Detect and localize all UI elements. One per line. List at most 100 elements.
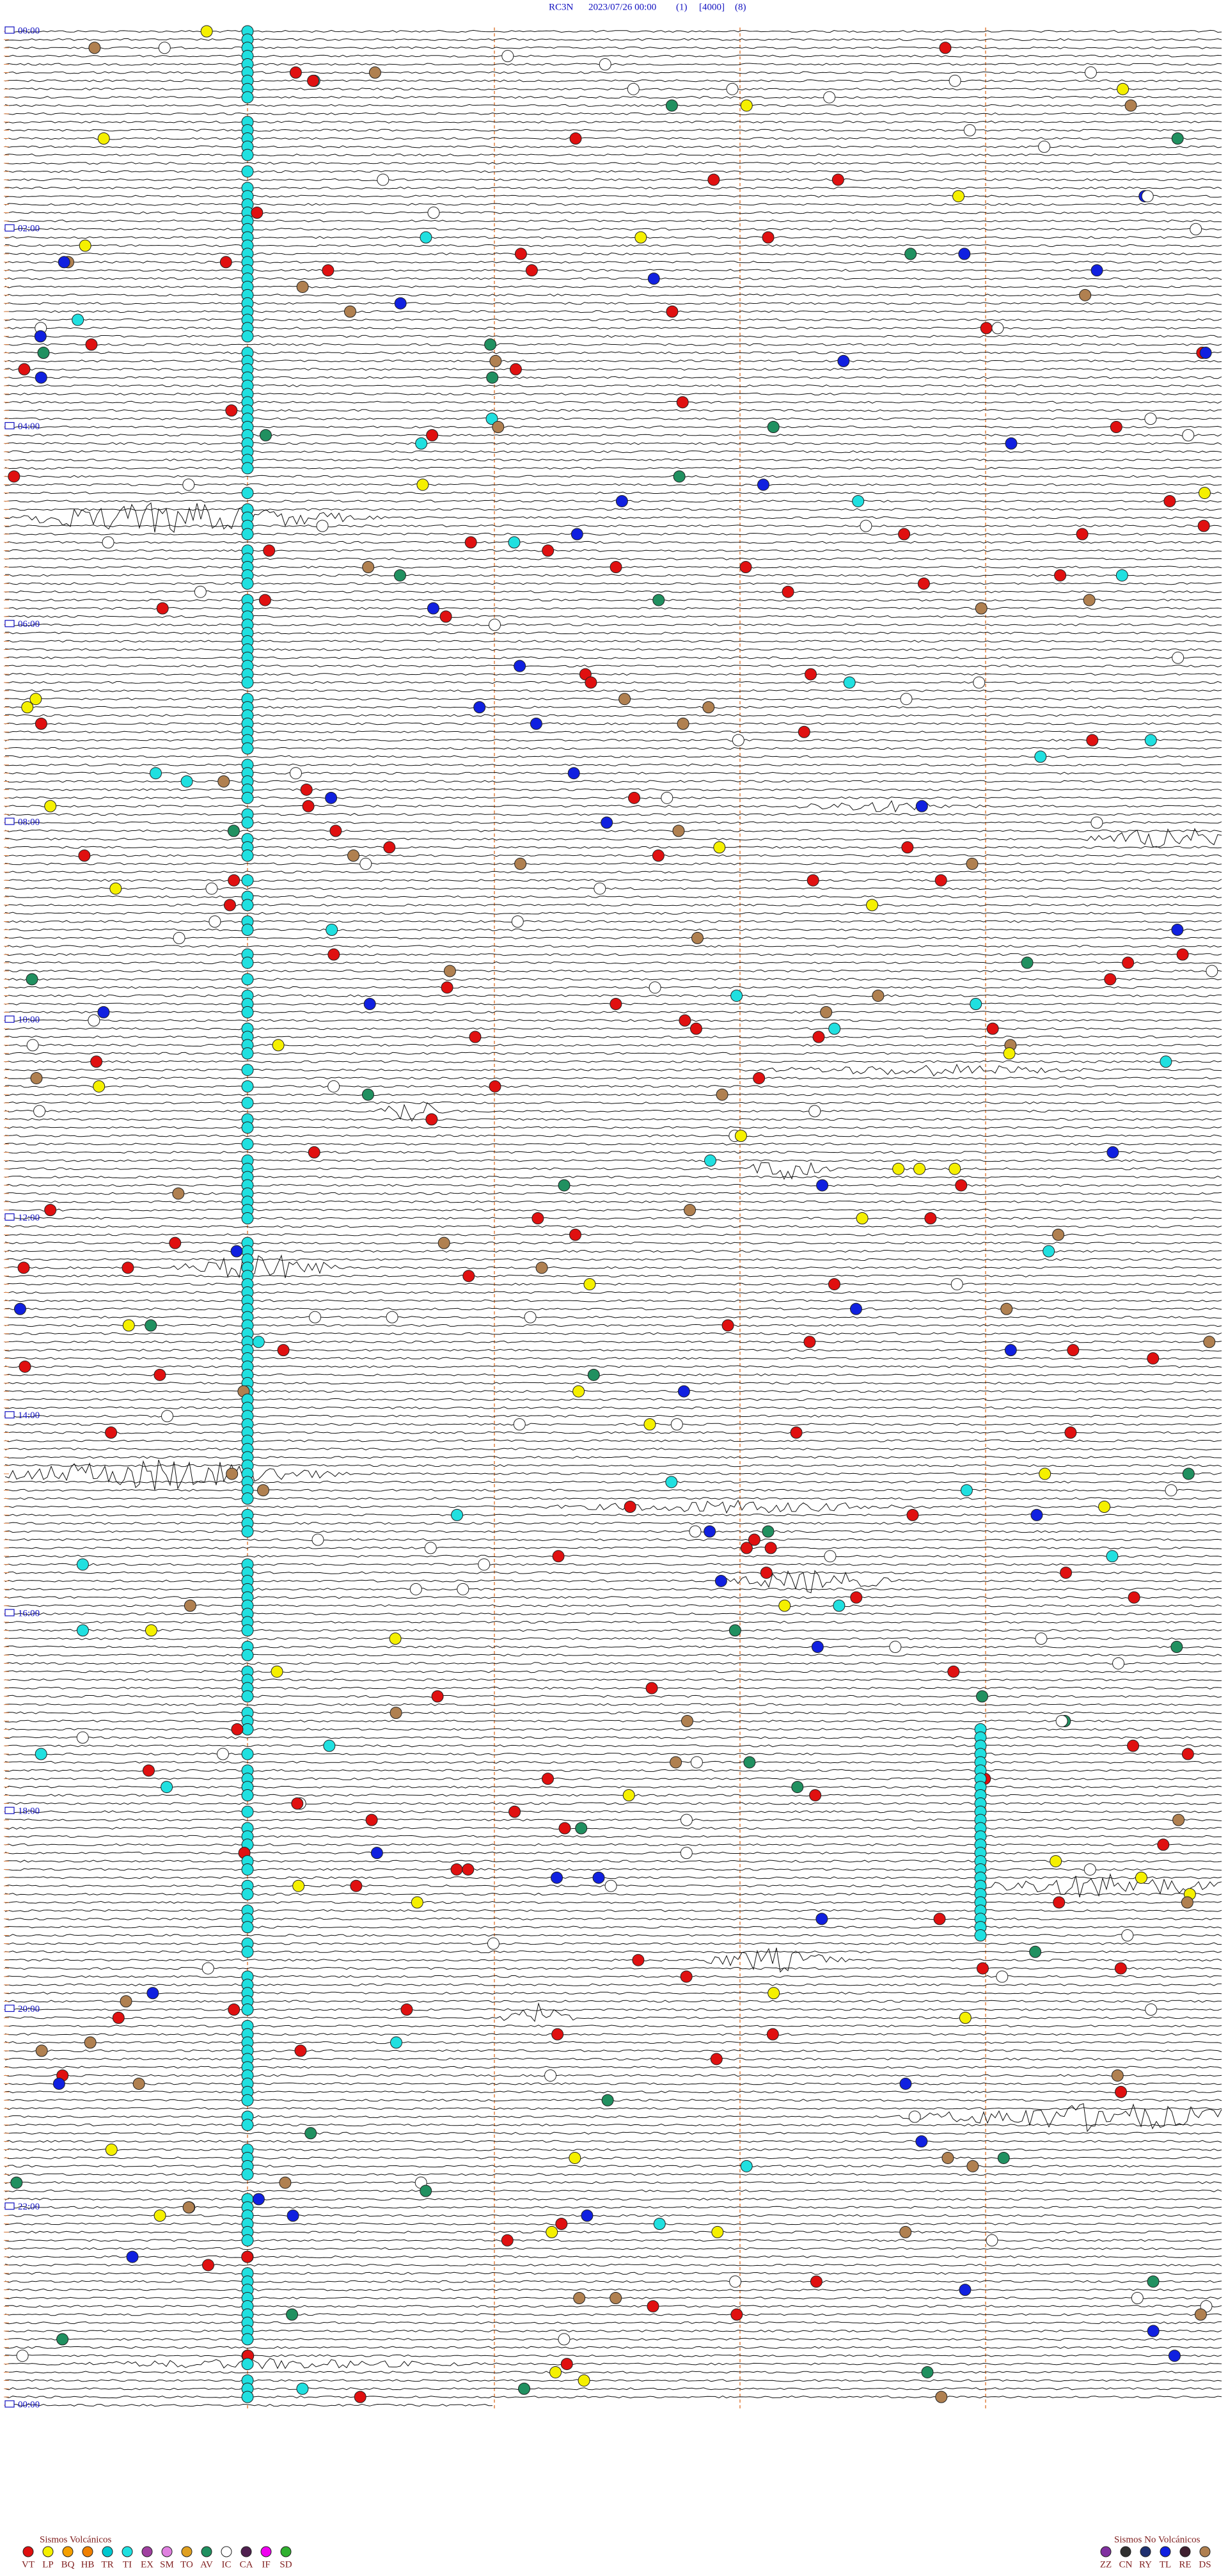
event-marker	[241, 1492, 254, 1505]
trace	[4, 1670, 1222, 1673]
trace	[4, 294, 1222, 297]
trace	[5, 706, 1222, 709]
trace	[4, 1570, 1222, 1593]
event-marker	[704, 1525, 716, 1538]
event-marker	[354, 2390, 366, 2403]
trace	[4, 1159, 1222, 1162]
event-marker	[1172, 1813, 1185, 1826]
event-marker	[767, 421, 780, 433]
trace	[4, 1085, 1222, 1088]
trace	[4, 912, 1222, 915]
event-marker	[241, 924, 254, 936]
event-marker	[729, 2275, 742, 2288]
trace	[4, 269, 1222, 272]
event-marker	[88, 42, 101, 54]
event-marker	[949, 74, 961, 87]
event-marker	[535, 1261, 548, 1274]
event-marker	[228, 874, 240, 887]
trace	[5, 755, 1222, 759]
trace	[4, 1480, 1222, 1483]
trace	[4, 1102, 1222, 1122]
event-marker	[35, 1748, 47, 1760]
event-marker	[97, 1006, 110, 1018]
event-marker	[508, 1805, 521, 1818]
event-marker	[583, 1278, 596, 1291]
event-marker	[1079, 288, 1092, 301]
trace	[4, 335, 1222, 338]
trace	[4, 475, 1222, 478]
trace	[4, 112, 1222, 115]
event-marker	[443, 965, 456, 977]
event-marker	[947, 1665, 960, 1678]
event-marker	[601, 816, 613, 829]
event-marker	[966, 857, 979, 870]
trace	[4, 1752, 1222, 1756]
event-marker	[739, 561, 752, 574]
event-marker	[514, 248, 527, 260]
event-marker	[594, 882, 606, 895]
event-marker	[941, 2151, 954, 2164]
event-marker	[241, 91, 254, 104]
time-label: 10:00	[18, 1015, 40, 1025]
event-marker	[420, 231, 432, 244]
trace	[4, 1909, 1222, 1913]
trace	[4, 1093, 1222, 1096]
trace	[4, 1183, 1222, 1187]
event-marker	[450, 1863, 463, 1876]
event-marker	[672, 825, 685, 837]
event-marker	[514, 857, 527, 870]
event-marker	[525, 264, 538, 277]
event-marker	[860, 519, 872, 532]
event-marker	[1050, 1855, 1062, 1868]
event-marker	[542, 1773, 555, 1785]
trace	[4, 738, 1222, 742]
event-marker	[241, 2234, 254, 2247]
trace	[4, 343, 1222, 346]
trace	[4, 1283, 1222, 1286]
event-marker	[241, 2333, 254, 2346]
event-marker	[426, 429, 439, 441]
event-marker	[643, 1418, 656, 1431]
trace	[4, 54, 1222, 58]
event-marker	[309, 1311, 322, 1324]
trace	[4, 1233, 1222, 1237]
event-marker	[546, 2225, 558, 2238]
event-marker	[362, 561, 375, 574]
event-marker	[1053, 1896, 1066, 1909]
event-marker	[820, 1006, 833, 1018]
event-marker	[359, 857, 372, 870]
trace	[4, 1175, 1222, 1179]
trace	[4, 1991, 1222, 1995]
legend-code: AV	[200, 2559, 213, 2570]
event-marker	[105, 1426, 118, 1439]
time-label: 04:00	[18, 422, 40, 432]
event-marker	[748, 1533, 760, 1546]
trace	[5, 887, 1222, 890]
trace	[4, 828, 1222, 848]
trace	[4, 590, 1222, 594]
trace	[4, 1777, 1222, 1780]
event-marker	[1190, 223, 1202, 235]
event-marker	[1206, 965, 1218, 977]
label-box	[4, 1411, 15, 1419]
trace	[4, 689, 1222, 692]
event-marker	[560, 2358, 573, 2371]
trace	[4, 1785, 1222, 1789]
trace	[4, 145, 1222, 148]
event-marker	[271, 1665, 283, 1678]
label-box	[4, 1609, 15, 1616]
event-marker	[361, 1088, 374, 1101]
event-marker	[1203, 1336, 1216, 1348]
event-marker	[302, 800, 315, 812]
event-marker	[464, 536, 477, 549]
trace	[4, 1274, 1222, 1277]
event-marker	[649, 981, 661, 994]
event-marker	[286, 2308, 299, 2321]
event-marker	[37, 347, 50, 360]
trace	[4, 2231, 1222, 2234]
trace	[4, 2140, 1222, 2143]
event-marker	[300, 783, 313, 796]
trace	[4, 29, 1222, 33]
trace	[4, 154, 1222, 157]
event-marker	[241, 165, 254, 178]
